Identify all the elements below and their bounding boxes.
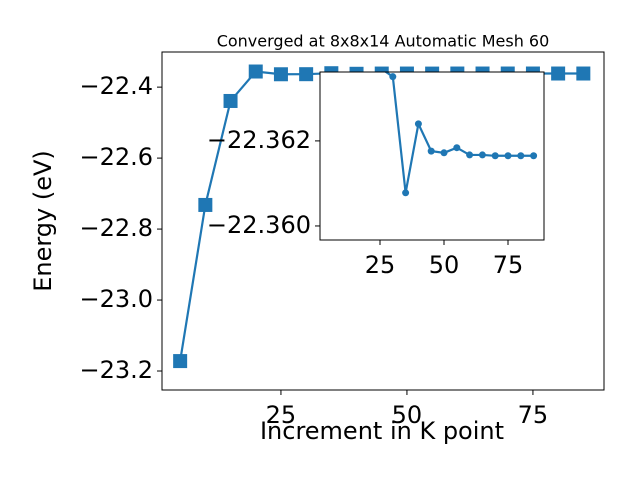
marker — [576, 66, 591, 81]
chart-title: Converged at 8x8x14 Automatic Mesh 60 — [217, 32, 550, 51]
marker — [466, 151, 474, 159]
axes-frame — [319, 71, 545, 241]
x-tick-label: 25 — [365, 251, 396, 279]
marker — [530, 152, 538, 160]
marker — [427, 147, 435, 155]
marker — [223, 93, 238, 108]
marker — [402, 189, 410, 197]
x-tick-label: 25 — [266, 401, 297, 429]
y-axis-label: Energy (eV) — [29, 150, 57, 292]
marker — [414, 120, 422, 128]
marker — [299, 67, 314, 82]
x-tick-label: 75 — [493, 251, 524, 279]
marker — [440, 149, 448, 157]
marker — [517, 152, 525, 160]
y-tick-label: −22.362 — [207, 126, 311, 154]
x-tick-label: 50 — [392, 401, 423, 429]
marker — [389, 73, 397, 81]
marker — [551, 66, 566, 81]
axes-frame — [161, 51, 605, 391]
y-tick-label: −22.8 — [79, 214, 153, 242]
y-tick-label: −22.360 — [207, 211, 311, 239]
plot-area — [384, 72, 538, 197]
marker — [504, 152, 512, 160]
marker — [248, 64, 263, 79]
marker — [491, 152, 499, 160]
y-tick-label: −22.6 — [79, 143, 153, 171]
x-tick-label: 75 — [518, 401, 549, 429]
y-tick-label: −23.2 — [79, 356, 153, 384]
y-tick-label: −22.4 — [79, 72, 153, 100]
marker — [198, 197, 213, 212]
x-axis-label: Increment in K point — [260, 417, 504, 445]
x-tick-label: 50 — [429, 251, 460, 279]
marker — [478, 151, 486, 159]
marker — [453, 144, 461, 152]
marker — [273, 67, 288, 82]
marker — [173, 354, 188, 369]
y-tick-label: −23.0 — [79, 285, 153, 313]
